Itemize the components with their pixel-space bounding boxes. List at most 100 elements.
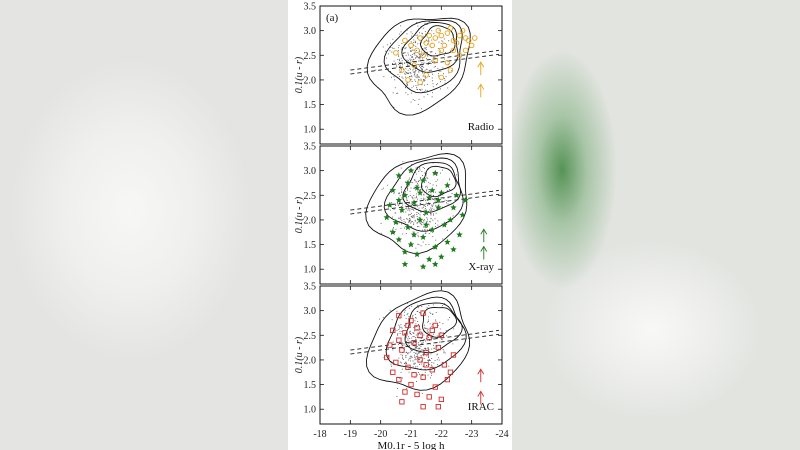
data-point-irac — [402, 389, 408, 395]
background-point — [448, 72, 450, 74]
background-point — [405, 362, 407, 364]
data-point-radio — [456, 52, 463, 59]
y-tick-label: 2.0 — [304, 215, 317, 226]
background-point — [426, 189, 428, 191]
background-point — [427, 83, 429, 85]
background-point — [440, 88, 441, 90]
background-point — [405, 76, 406, 78]
background-point — [416, 311, 418, 312]
background-point — [436, 354, 438, 356]
background-point — [396, 334, 398, 336]
background-point — [405, 68, 407, 70]
background-point — [419, 178, 421, 179]
background-point — [404, 48, 406, 50]
background-point — [413, 187, 415, 189]
background-point — [421, 49, 423, 51]
background-point — [407, 188, 408, 190]
background-point — [423, 193, 425, 195]
background-point — [404, 349, 405, 351]
background-point — [431, 96, 433, 98]
background-point — [413, 224, 415, 225]
background-point — [427, 331, 429, 333]
background-point — [400, 187, 402, 189]
background-point — [429, 221, 431, 222]
background-point — [411, 208, 413, 210]
background-point — [399, 75, 400, 77]
background-point — [411, 56, 413, 58]
background-point — [428, 305, 430, 307]
background-point — [448, 365, 450, 367]
background-point — [405, 337, 407, 339]
background-point — [412, 198, 414, 200]
background-point — [419, 89, 420, 90]
background-point — [418, 324, 419, 325]
background-point — [390, 230, 392, 232]
background-point — [428, 38, 430, 40]
dividing-dashed-line — [350, 329, 500, 351]
background-point — [438, 48, 440, 49]
background-point — [418, 76, 420, 78]
background-point — [419, 169, 421, 171]
background-point — [412, 182, 414, 184]
background-point — [406, 341, 407, 342]
background-point — [401, 220, 403, 221]
background-point — [402, 207, 404, 209]
background-point — [410, 333, 411, 334]
background-point — [420, 363, 422, 365]
background-point — [430, 377, 431, 379]
background-point — [422, 373, 424, 375]
background-point — [407, 199, 408, 201]
background-point — [428, 357, 429, 358]
background-point — [406, 388, 408, 389]
background-point — [408, 336, 409, 338]
background-point — [415, 357, 416, 359]
background-point — [426, 329, 428, 331]
background-point — [394, 212, 396, 214]
background-point — [422, 48, 424, 49]
background-point — [411, 56, 413, 57]
background-point — [420, 223, 422, 225]
background-point — [430, 209, 432, 211]
background-point — [430, 207, 432, 209]
background-point — [408, 196, 410, 198]
background-point — [435, 319, 436, 321]
background-point — [411, 350, 413, 352]
background-point — [423, 219, 425, 221]
background-point — [436, 56, 438, 57]
background-point — [444, 82, 446, 84]
background-point — [403, 344, 405, 346]
limit-arrow-head — [477, 61, 485, 68]
background-point — [437, 68, 439, 69]
data-point-xray — [401, 191, 409, 199]
background-point — [407, 343, 409, 345]
background-point — [428, 202, 429, 204]
background-point — [435, 66, 436, 67]
background-point — [405, 71, 406, 73]
background-point — [418, 344, 420, 345]
background-point — [417, 226, 418, 228]
background-point — [409, 76, 411, 78]
background-point — [410, 51, 412, 52]
data-point-xray — [416, 216, 424, 223]
data-point-radio — [471, 35, 478, 41]
background-point — [421, 66, 422, 68]
background-point — [415, 359, 417, 360]
background-point — [413, 71, 415, 73]
background-point — [416, 222, 418, 223]
background-point — [381, 188, 383, 190]
background-point — [427, 218, 428, 220]
background-point — [414, 71, 416, 73]
background-point — [425, 348, 426, 350]
background-point — [411, 196, 413, 198]
background-point — [428, 332, 430, 334]
background-point — [438, 348, 440, 350]
data-point-irac — [447, 369, 454, 375]
background-point — [413, 352, 415, 353]
data-point-xray — [459, 211, 466, 218]
background-point — [433, 213, 434, 215]
background-point — [415, 353, 417, 355]
background-point — [423, 194, 425, 196]
background-point — [409, 348, 411, 350]
background-point — [435, 212, 437, 214]
background-point — [421, 207, 423, 209]
